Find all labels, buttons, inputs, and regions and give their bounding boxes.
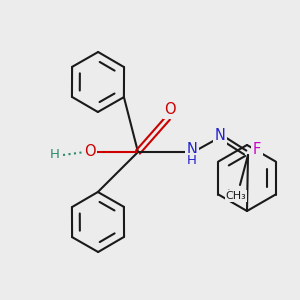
Text: N: N (214, 128, 225, 143)
Text: H: H (187, 154, 197, 167)
Text: O: O (164, 103, 176, 118)
Text: CH₃: CH₃ (226, 191, 246, 201)
Text: F: F (253, 142, 261, 158)
Text: N: N (187, 142, 197, 158)
Text: O: O (84, 145, 96, 160)
Text: H: H (50, 148, 60, 161)
